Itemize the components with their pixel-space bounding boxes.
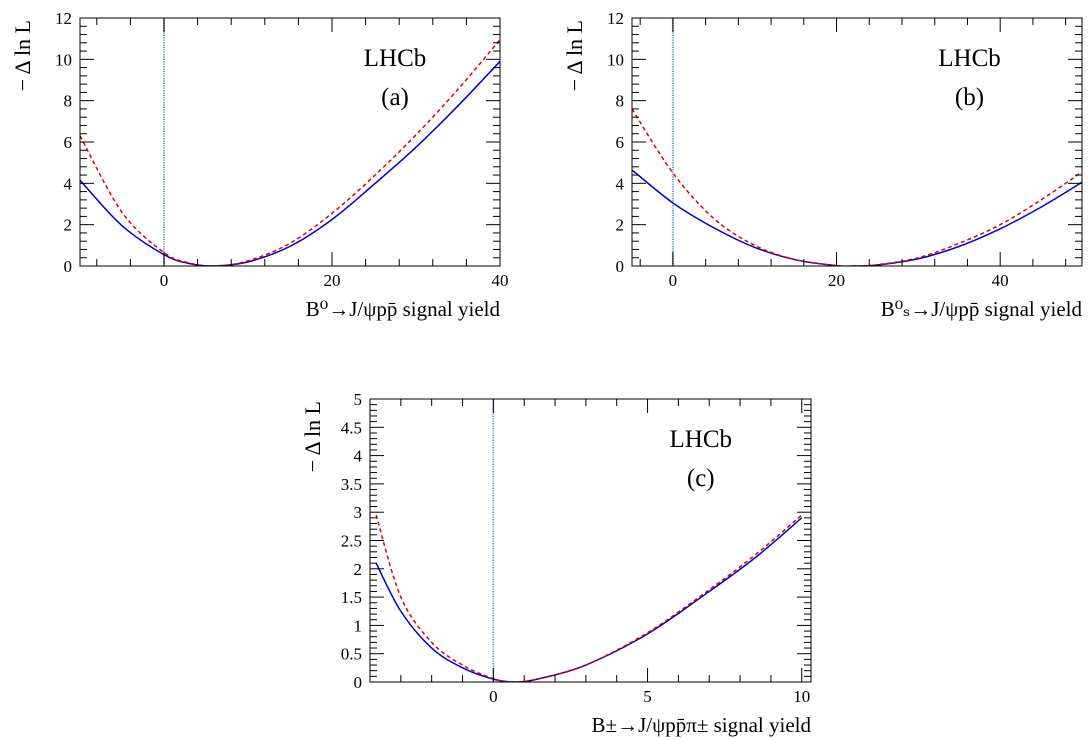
y-tick-label: 0 (64, 257, 73, 276)
y-tick-label: 2 (354, 560, 363, 579)
x-tick-label: 0 (489, 687, 498, 706)
y-tick-label: 3.5 (341, 475, 362, 494)
x-axis-title: B⁰ₛ→J/ψpp̄ signal yield (881, 297, 1083, 321)
y-axis-title: − Δ ln L (10, 20, 35, 91)
experiment-label: LHCb (938, 45, 1001, 72)
x-tick-label: 40 (992, 271, 1009, 290)
y-tick-label: 10 (55, 50, 72, 69)
dashed-likelihood-curve (375, 514, 803, 682)
x-tick-label: 40 (492, 271, 509, 290)
y-axis-title: − Δ ln L (300, 401, 325, 472)
x-axis-title: B±→J/ψpp̄π± signal yield (592, 713, 812, 737)
solid-likelihood-curve (632, 169, 1082, 266)
y-tick-label: 2 (616, 216, 625, 235)
x-tick-label: 20 (828, 271, 845, 290)
y-tick-label: 1 (354, 616, 363, 635)
panel-c: − Δ ln L B±→J/ψpp̄π± signal yield LHCb (… (300, 390, 812, 737)
solid-likelihood-curve (375, 517, 803, 682)
y-tick-label: 8 (64, 92, 73, 111)
y-tick-label: 6 (616, 133, 625, 152)
y-tick-label: 8 (616, 92, 625, 111)
panel-tag: (a) (381, 84, 409, 111)
experiment-label: LHCb (364, 45, 427, 72)
experiment-label: LHCb (670, 426, 733, 453)
y-axis-title: − Δ ln L (562, 20, 587, 91)
dashed-likelihood-curve (80, 39, 500, 266)
dashed-likelihood-curve (632, 108, 1082, 266)
y-tick-label: 12 (607, 9, 624, 28)
y-tick-label: 0 (616, 257, 625, 276)
y-tick-label: 2 (64, 216, 73, 235)
y-tick-label: 5 (354, 390, 363, 409)
solid-likelihood-curve (80, 60, 500, 266)
y-tick-label: 3 (354, 503, 363, 522)
y-tick-label: 2.5 (341, 532, 362, 551)
panel-b: − Δ ln L B⁰ₛ→J/ψpp̄ signal yield LHCb (b… (562, 9, 1083, 321)
panel-a: − Δ ln L B⁰→J/ψpp̄ signal yield LHCb (a)… (10, 9, 509, 321)
x-axis-title: B⁰→J/ψpp̄ signal yield (306, 297, 501, 321)
y-tick-label: 0 (354, 673, 363, 692)
plot-frame (369, 398, 812, 683)
y-tick-label: 6 (64, 133, 73, 152)
x-tick-label: 5 (643, 687, 652, 706)
y-tick-label: 10 (607, 50, 624, 69)
y-tick-label: 0.5 (341, 645, 362, 664)
x-tick-label: 10 (793, 687, 810, 706)
x-tick-label: 0 (669, 271, 678, 290)
panel-tag: (b) (955, 84, 984, 111)
y-tick-label: 4 (616, 174, 625, 193)
y-tick-label: 4 (354, 447, 363, 466)
y-tick-label: 4 (64, 174, 73, 193)
x-tick-label: 20 (324, 271, 341, 290)
y-tick-label: 12 (55, 9, 72, 28)
y-tick-label: 1.5 (341, 588, 362, 607)
y-tick-label: 4.5 (341, 418, 362, 437)
plot-frame (631, 17, 1083, 267)
x-tick-label: 0 (160, 271, 169, 290)
plot-frame (79, 17, 501, 267)
panel-tag: (c) (687, 465, 715, 492)
